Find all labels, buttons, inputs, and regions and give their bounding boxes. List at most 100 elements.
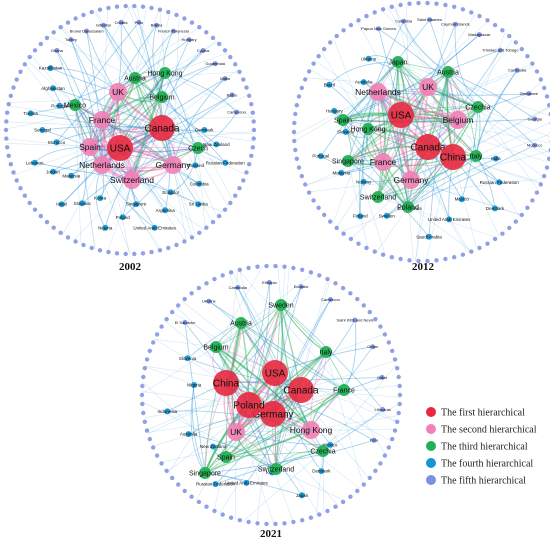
node-label: Colombia xyxy=(395,19,413,24)
outer-node-2002 xyxy=(217,41,222,47)
outer-node-2002 xyxy=(249,153,254,158)
outer-node-2021 xyxy=(390,436,395,442)
edge-2021 xyxy=(215,273,314,348)
outer-node-2012 xyxy=(534,69,540,74)
outer-node-2002 xyxy=(18,69,23,75)
node-sweden-2021: Sweden xyxy=(268,299,294,311)
node-austria-2002: Austria xyxy=(124,72,146,84)
node-label: Hungary xyxy=(326,108,344,113)
node-label: Russian Federation xyxy=(206,160,246,165)
edge-2021 xyxy=(275,468,346,501)
outer-node-2002 xyxy=(233,193,238,198)
node-circle xyxy=(213,370,239,396)
outer-node-2012 xyxy=(322,212,327,218)
outer-node-2012 xyxy=(356,241,361,246)
outer-node-2002 xyxy=(237,186,242,191)
outer-node-2012 xyxy=(525,205,530,210)
edge-2012 xyxy=(347,119,459,162)
node-brazil-2012: Brazil xyxy=(324,81,335,88)
node-label: Morocco xyxy=(527,143,543,148)
node-label: Thailand xyxy=(187,163,205,168)
node-russian-federation-2002: Russian Federation xyxy=(206,159,246,166)
node-circle xyxy=(133,201,140,208)
node-label: New Zealand xyxy=(203,142,230,147)
node-circle xyxy=(342,155,354,167)
edge-2012 xyxy=(341,156,454,174)
outer-node-2021 xyxy=(397,401,402,407)
outer-node-2021 xyxy=(308,270,314,275)
node-circle xyxy=(275,299,287,311)
outer-node-2012 xyxy=(372,10,377,15)
outer-node-2002 xyxy=(65,20,71,25)
node-label: Malaysia xyxy=(333,171,351,176)
edge-2012 xyxy=(347,160,369,249)
node-circle xyxy=(235,285,241,290)
edge-2002 xyxy=(101,8,108,166)
outer-node-2002 xyxy=(251,127,257,133)
edge-2012 xyxy=(457,39,513,121)
edge-2012 xyxy=(410,179,522,216)
node-label: Guatemala xyxy=(205,61,225,66)
node-circle xyxy=(442,66,454,78)
node-circle xyxy=(337,114,349,126)
node-circle xyxy=(156,91,168,103)
edge-2012 xyxy=(427,86,544,178)
node-circle xyxy=(374,153,392,171)
node-circle xyxy=(201,127,208,133)
edge-2002 xyxy=(56,77,136,143)
node-circle xyxy=(446,216,453,223)
edge-2021 xyxy=(142,401,277,470)
edge-2002 xyxy=(101,63,216,121)
node-circle xyxy=(401,18,407,24)
node-circle xyxy=(392,56,404,68)
edge-2021 xyxy=(235,351,327,433)
outer-node-2002 xyxy=(166,245,171,251)
outer-node-2021 xyxy=(348,291,353,296)
edge-2021 xyxy=(256,372,276,524)
edge-2002 xyxy=(134,77,217,145)
outer-node-2002 xyxy=(58,25,63,30)
edge-2002 xyxy=(74,104,133,181)
network-2012: Papua New Guinea Colombia Saint MaartenCay… xyxy=(291,0,550,273)
node-circle xyxy=(427,17,433,23)
outer-node-2021 xyxy=(220,273,225,278)
edge-2002 xyxy=(161,127,213,223)
node-label: Australia xyxy=(355,80,373,85)
node-label: Ghana xyxy=(51,48,64,53)
node-saint-kitts-and-nevis-2021: Saint Kitts and Nevis xyxy=(337,317,373,323)
edge-2002 xyxy=(74,104,156,228)
edge-2002 xyxy=(131,72,166,181)
outer-node-2002 xyxy=(73,16,78,21)
outer-node-2012 xyxy=(341,231,346,236)
edge-2012 xyxy=(377,196,497,239)
node-label: UK xyxy=(422,82,434,92)
edge-2002 xyxy=(172,78,226,166)
edge-2021 xyxy=(229,272,274,415)
node-saint-maarten-2012: Saint Maarten xyxy=(417,17,442,23)
edge-2021 xyxy=(239,269,274,415)
outer-node-2012 xyxy=(293,147,298,153)
node-circle xyxy=(97,195,104,202)
node-belgium-2002: Belgium xyxy=(149,91,175,103)
node-label: Canada xyxy=(410,143,445,154)
node-circle xyxy=(357,213,364,220)
outer-node-2021 xyxy=(291,519,296,525)
outer-node-2021 xyxy=(264,521,269,527)
edge-2021 xyxy=(204,439,375,474)
node-circle xyxy=(388,102,414,128)
outer-node-2012 xyxy=(485,18,490,23)
node-label: United Arab Emirates xyxy=(133,225,176,230)
node-australia-2012: Australia xyxy=(355,79,373,86)
node-label: Hong Kong xyxy=(350,126,385,133)
outer-node-2012 xyxy=(443,256,448,262)
node-circle xyxy=(167,189,174,196)
edge-2002 xyxy=(197,147,206,229)
outer-node-2021 xyxy=(140,401,145,407)
node-denmark-2021: Denmark xyxy=(312,468,331,475)
outer-node-2012 xyxy=(306,190,312,195)
edge-2021 xyxy=(238,270,345,391)
node-label: Hungary xyxy=(182,37,197,42)
node-circle xyxy=(170,28,176,34)
node-circle xyxy=(370,344,376,350)
node-circle xyxy=(352,317,358,323)
